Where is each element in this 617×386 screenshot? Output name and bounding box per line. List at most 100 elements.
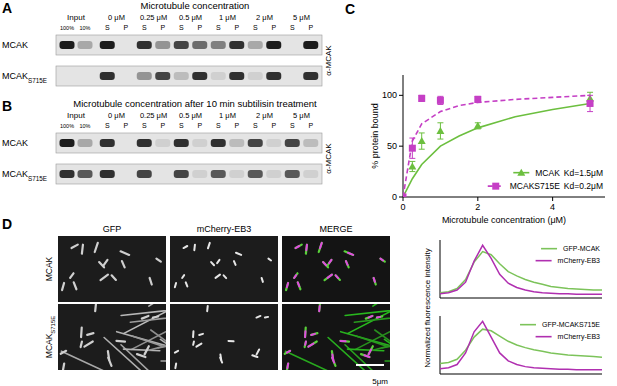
fraction-label: P bbox=[234, 122, 239, 129]
x-tick-label: 2 bbox=[475, 202, 480, 212]
comet-gfp bbox=[156, 259, 160, 262]
fraction-label: S bbox=[253, 122, 258, 129]
band bbox=[118, 170, 133, 178]
comet-gfp bbox=[62, 283, 64, 290]
error-bar bbox=[409, 161, 415, 171]
comet-gfp bbox=[63, 363, 64, 370]
error-cap bbox=[587, 95, 593, 96]
fraction-label: P bbox=[123, 24, 128, 31]
comet-eb3 bbox=[340, 340, 345, 342]
band bbox=[285, 170, 300, 178]
fraction-label: P bbox=[197, 24, 202, 31]
concentration-label: 2 μM bbox=[256, 13, 273, 22]
error-bar bbox=[475, 96, 481, 102]
legend-line bbox=[536, 336, 552, 338]
column-label: MERGE bbox=[319, 224, 352, 234]
concentration-label: 0 μM bbox=[108, 13, 125, 22]
x-tick-label: 0 bbox=[400, 202, 405, 212]
band bbox=[137, 72, 152, 80]
marker bbox=[418, 95, 425, 102]
x-tick bbox=[403, 197, 404, 201]
fraction-label: P bbox=[197, 122, 202, 129]
comet-eb3 bbox=[192, 331, 194, 337]
fit-line bbox=[403, 95, 590, 197]
comet-eb3 bbox=[369, 349, 372, 354]
filament bbox=[130, 313, 166, 322]
comet-eb3 bbox=[304, 342, 307, 345]
comet-gfp bbox=[285, 351, 290, 354]
band bbox=[303, 139, 318, 147]
fraction-label: S bbox=[253, 24, 258, 31]
background bbox=[0, 0, 617, 386]
band bbox=[192, 139, 207, 147]
band bbox=[211, 41, 226, 49]
band bbox=[118, 139, 133, 147]
marker bbox=[403, 194, 407, 198]
filament bbox=[345, 345, 390, 370]
band bbox=[78, 170, 93, 178]
fraction-label: S bbox=[179, 24, 184, 31]
band bbox=[266, 170, 281, 178]
y-tick-label: 100 bbox=[382, 90, 397, 100]
comet-gfp bbox=[94, 304, 97, 311]
comet-eb3 bbox=[374, 278, 375, 282]
x-axis bbox=[440, 374, 602, 375]
band bbox=[60, 139, 75, 147]
micrograph bbox=[58, 304, 166, 370]
series-line bbox=[440, 321, 602, 370]
filament bbox=[149, 304, 166, 306]
fraction-label: S bbox=[142, 122, 147, 129]
blot-panel: Microtubule concentration after 10 min s… bbox=[2, 98, 333, 184]
comet-eb3 bbox=[265, 316, 268, 319]
band bbox=[155, 41, 170, 49]
concentration-label: 0.5 μM bbox=[179, 111, 202, 120]
comet-eb3 bbox=[311, 334, 315, 335]
filament bbox=[384, 339, 390, 370]
comet-eb3 bbox=[332, 358, 334, 363]
x-tick bbox=[552, 197, 553, 201]
legend-label: MCAKS715E bbox=[510, 181, 560, 191]
filament bbox=[121, 345, 166, 370]
comet-eb3 bbox=[196, 344, 201, 347]
blot-strip bbox=[56, 66, 322, 86]
panel-letter: C bbox=[345, 1, 355, 17]
row-label: MCAKS715E bbox=[2, 169, 47, 182]
comet-eb3 bbox=[318, 306, 321, 311]
fraction-label: P bbox=[308, 122, 313, 129]
comet-eb3 bbox=[304, 331, 306, 337]
comet-gfp bbox=[304, 328, 307, 338]
comet-eb3 bbox=[199, 334, 203, 335]
comet-gfp bbox=[328, 260, 332, 265]
band bbox=[78, 72, 93, 80]
comet-eb3 bbox=[234, 261, 236, 265]
fraction-label: P bbox=[123, 122, 128, 129]
y-tick bbox=[399, 95, 403, 96]
label-main: MCAK bbox=[2, 138, 28, 148]
comet-gfp bbox=[305, 342, 306, 348]
fraction-label: P bbox=[234, 24, 239, 31]
marker bbox=[436, 127, 444, 134]
concentration-label: 0 μM bbox=[108, 111, 125, 120]
label-sub: S715E bbox=[50, 316, 56, 334]
error-bar bbox=[437, 96, 443, 104]
concentration-label: 0.5 μM bbox=[179, 13, 202, 22]
micrograph bbox=[170, 304, 278, 370]
comet-gfp bbox=[308, 342, 316, 347]
band bbox=[211, 170, 226, 178]
comet-gfp bbox=[145, 346, 149, 354]
comet-gfp bbox=[81, 342, 82, 348]
comet-eb3 bbox=[262, 278, 263, 282]
band bbox=[174, 139, 189, 147]
comet-gfp bbox=[116, 340, 125, 343]
input-lane-label: 10% bbox=[79, 123, 90, 129]
error-bar bbox=[419, 133, 425, 149]
comet-eb3 bbox=[320, 243, 322, 249]
legend-marker bbox=[492, 183, 499, 190]
filament bbox=[104, 337, 154, 370]
comet-eb3 bbox=[175, 351, 178, 353]
error-bar bbox=[419, 95, 425, 101]
comet-gfp bbox=[346, 261, 349, 267]
label-main: MCAK bbox=[44, 256, 54, 281]
comet-gfp bbox=[306, 245, 307, 254]
comet-gfp bbox=[287, 363, 288, 370]
